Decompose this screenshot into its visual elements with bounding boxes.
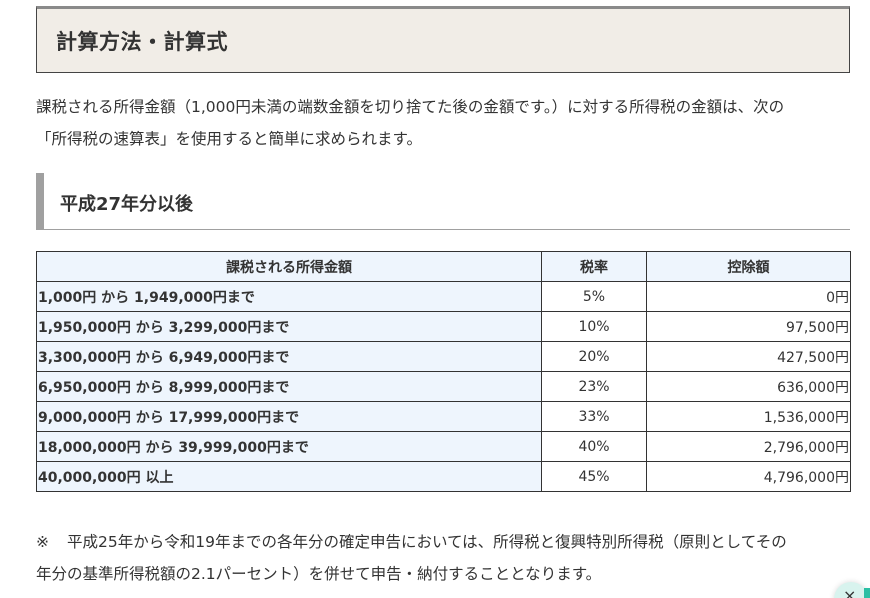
table-header-row: 課税される所得金額 税率 控除額 xyxy=(36,251,851,282)
income-range-cell: 1,000円 から 1,949,000円まで xyxy=(36,281,542,312)
income-range-cell: 18,000,000円 から 39,999,000円まで xyxy=(36,431,542,462)
header-tax-rate: 税率 xyxy=(541,251,647,282)
floating-close-button[interactable]: × xyxy=(834,582,870,598)
table-row: 9,000,000円 から 17,999,000円まで 33% 1,536,00… xyxy=(36,401,851,432)
note-line-1: ※ 平成25年から令和19年までの各年分の確定申告においては、所得税と復興特別所得… xyxy=(36,526,856,558)
table-row: 1,000円 から 1,949,000円まで 5% 0円 xyxy=(36,281,851,312)
note-line-1-text: 平成25年から令和19年までの各年分の確定申告においては、所得税と復興特別所得税… xyxy=(67,533,787,551)
tax-rate-cell: 40% xyxy=(541,431,647,462)
tax-rate-cell: 23% xyxy=(541,371,647,402)
tax-rate-cell: 5% xyxy=(541,281,647,312)
income-range-cell: 1,950,000円 から 3,299,000円まで xyxy=(36,311,542,342)
income-range-cell: 6,950,000円 から 8,999,000円まで xyxy=(36,371,542,402)
tax-rate-cell: 10% xyxy=(541,311,647,342)
income-range-cell: 3,300,000円 から 6,949,000円まで xyxy=(36,341,542,372)
note-mark: ※ xyxy=(36,533,49,551)
deduction-cell: 2,796,000円 xyxy=(646,431,851,462)
deduction-cell: 636,000円 xyxy=(646,371,851,402)
header-taxable-income: 課税される所得金額 xyxy=(36,251,542,282)
deduction-cell: 1,536,000円 xyxy=(646,401,851,432)
intro-paragraph: 課税される所得金額（1,000円未満の端数金額を切り捨てた後の金額です。）に対す… xyxy=(36,91,856,155)
note-line-2: 年分の基準所得税額の2.1パーセント）を併せて申告・納付することとなります。 xyxy=(36,565,602,583)
table-row: 18,000,000円 から 39,999,000円まで 40% 2,796,0… xyxy=(36,431,851,462)
close-icon: × xyxy=(843,586,857,598)
income-range-cell: 9,000,000円 から 17,999,000円まで xyxy=(36,401,542,432)
income-range-cell: 40,000,000円 以上 xyxy=(36,461,542,492)
header-deduction: 控除額 xyxy=(646,251,851,282)
deduction-cell: 427,500円 xyxy=(646,341,851,372)
table-row: 40,000,000円 以上 45% 4,796,000円 xyxy=(36,461,851,492)
intro-line-1: 課税される所得金額（1,000円未満の端数金額を切り捨てた後の金額です。）に対す… xyxy=(36,98,785,116)
note-paragraph: ※ 平成25年から令和19年までの各年分の確定申告においては、所得税と復興特別所得… xyxy=(36,526,856,590)
subsection-heading-box: 平成27年分以後 xyxy=(36,173,850,230)
deduction-cell: 97,500円 xyxy=(646,311,851,342)
table-row: 3,300,000円 から 6,949,000円まで 20% 427,500円 xyxy=(36,341,851,372)
section-title: 計算方法・計算式 xyxy=(56,30,228,54)
accent-tab xyxy=(864,588,870,598)
deduction-cell: 4,796,000円 xyxy=(646,461,851,492)
tax-rate-cell: 33% xyxy=(541,401,647,432)
table-row: 6,950,000円 から 8,999,000円まで 23% 636,000円 xyxy=(36,371,851,402)
tax-rate-table: 課税される所得金額 税率 控除額 1,000円 から 1,949,000円まで … xyxy=(36,251,851,492)
subsection-title: 平成27年分以後 xyxy=(60,194,194,215)
tax-rate-cell: 20% xyxy=(541,341,647,372)
section-heading-box: 計算方法・計算式 xyxy=(36,6,850,73)
intro-line-2: 「所得税の速算表」を使用すると簡単に求められます。 xyxy=(36,130,422,148)
table-row: 1,950,000円 から 3,299,000円まで 10% 97,500円 xyxy=(36,311,851,342)
deduction-cell: 0円 xyxy=(646,281,851,312)
tax-rate-cell: 45% xyxy=(541,461,647,492)
